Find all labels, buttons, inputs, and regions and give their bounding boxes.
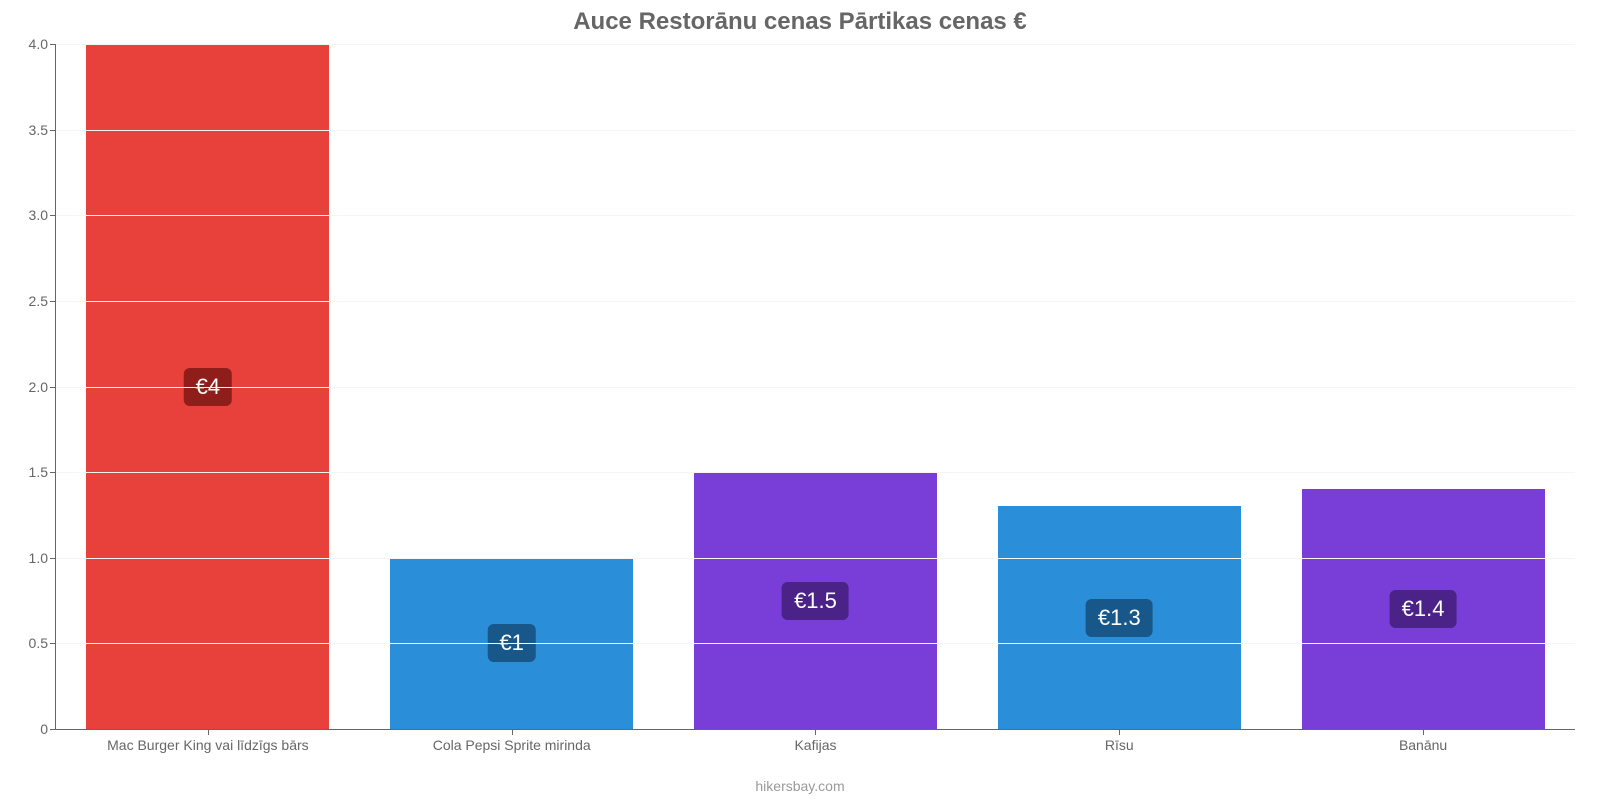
y-tick-mark [50, 301, 56, 302]
x-tick-mark [512, 729, 513, 735]
x-tick-mark [208, 729, 209, 735]
y-tick-label: 2.0 [29, 379, 48, 395]
gridline [56, 472, 1575, 473]
y-tick-mark [50, 44, 56, 45]
bar-value-badge: €1.4 [1390, 590, 1457, 628]
y-tick-mark [50, 215, 56, 216]
x-axis-label: Rīsu [1105, 737, 1134, 753]
x-tick-mark [815, 729, 816, 735]
gridline [56, 301, 1575, 302]
y-tick-label: 1.5 [29, 464, 48, 480]
bar-value-badge: €1.3 [1086, 599, 1153, 637]
y-tick-label: 0 [40, 721, 48, 737]
x-tick-mark [1119, 729, 1120, 735]
gridline [56, 130, 1575, 131]
y-tick-label: 1.0 [29, 550, 48, 566]
chart-area: €4Mac Burger King vai līdzīgs bārs€1Cola… [55, 44, 1575, 730]
y-tick-label: 0.5 [29, 635, 48, 651]
bar: €1.4 [1302, 489, 1545, 729]
x-axis-label: Banānu [1399, 737, 1447, 753]
chart-title: Auce Restorānu cenas Pārtikas cenas € [0, 8, 1600, 36]
gridline [56, 44, 1575, 45]
gridline [56, 558, 1575, 559]
y-tick-label: 3.0 [29, 207, 48, 223]
y-tick-mark [50, 130, 56, 131]
x-axis-label: Cola Pepsi Sprite mirinda [433, 737, 591, 753]
y-tick-mark [50, 643, 56, 644]
gridline [56, 387, 1575, 388]
gridline [56, 643, 1575, 644]
y-tick-mark [50, 387, 56, 388]
gridline [56, 215, 1575, 216]
attribution: hikersbay.com [0, 778, 1600, 794]
y-tick-mark [50, 729, 56, 730]
bar-value-badge: €1.5 [782, 582, 849, 620]
y-tick-label: 4.0 [29, 36, 48, 52]
bar: €1.5 [694, 472, 937, 729]
y-tick-mark [50, 472, 56, 473]
y-tick-label: 3.5 [29, 122, 48, 138]
y-tick-label: 2.5 [29, 293, 48, 309]
x-axis-label: Mac Burger King vai līdzīgs bārs [107, 737, 309, 753]
x-tick-mark [1423, 729, 1424, 735]
y-tick-mark [50, 558, 56, 559]
bar: €1.3 [998, 506, 1241, 729]
x-axis-label: Kafijas [794, 737, 836, 753]
